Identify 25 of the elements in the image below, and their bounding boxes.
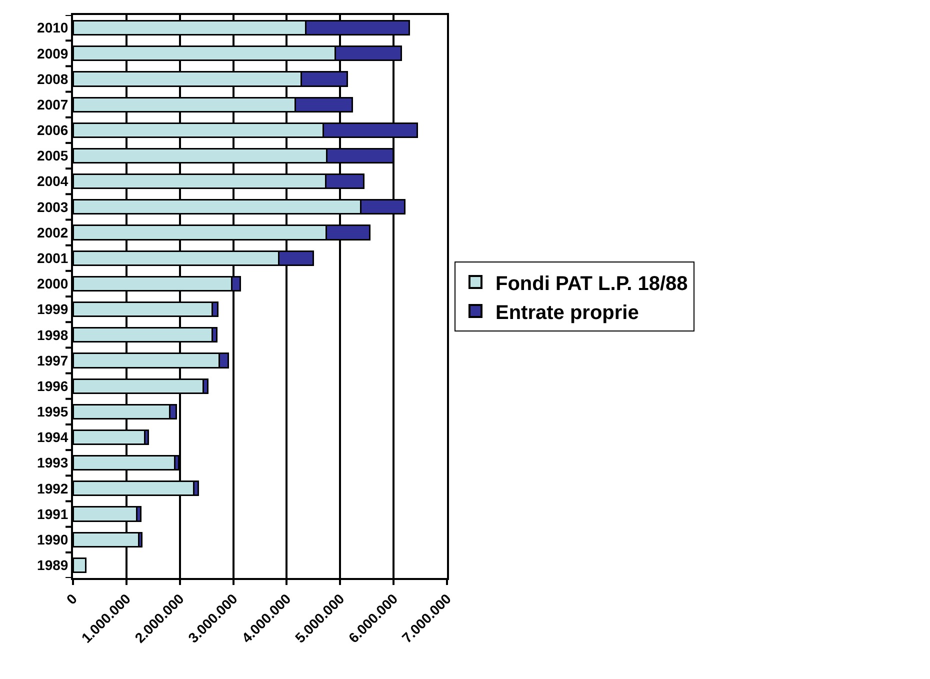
y-tick-label: 1989 xyxy=(37,557,68,574)
y-tick-label: 1998 xyxy=(37,326,68,343)
y-tick-label: 1999 xyxy=(37,301,68,318)
y-tick-label: 1991 xyxy=(37,506,68,522)
y-tick-label: 1993 xyxy=(37,454,68,471)
legend-label: Entrate proprie xyxy=(495,302,639,324)
y-tick-label: 1997 xyxy=(37,352,68,368)
y-tick-label: 2002 xyxy=(37,224,68,240)
y-tick-label: 2006 xyxy=(37,122,68,138)
y-tick-label: 2001 xyxy=(37,250,68,266)
y-tick-label: 2009 xyxy=(37,45,68,62)
y-tick-label: 2007 xyxy=(37,96,68,112)
y-tick-label: 1990 xyxy=(37,532,68,548)
y-tick-label: 2004 xyxy=(37,173,68,190)
y-tick-label: 2003 xyxy=(37,198,68,215)
legend-label: Fondi PAT L.P. 18/88 xyxy=(495,272,688,295)
y-tick-label: 1994 xyxy=(37,429,68,446)
y-tick-label: 2000 xyxy=(37,276,68,292)
y-tick-label: 2010 xyxy=(37,20,68,36)
y-tick-label: 1992 xyxy=(37,480,68,496)
y-tick-label: 1995 xyxy=(37,404,68,420)
x-tick-label: 0 xyxy=(63,590,80,608)
y-tick-label: 1996 xyxy=(37,378,68,394)
y-tick-label: 2005 xyxy=(37,148,68,164)
y-tick-label: 2008 xyxy=(37,70,68,87)
